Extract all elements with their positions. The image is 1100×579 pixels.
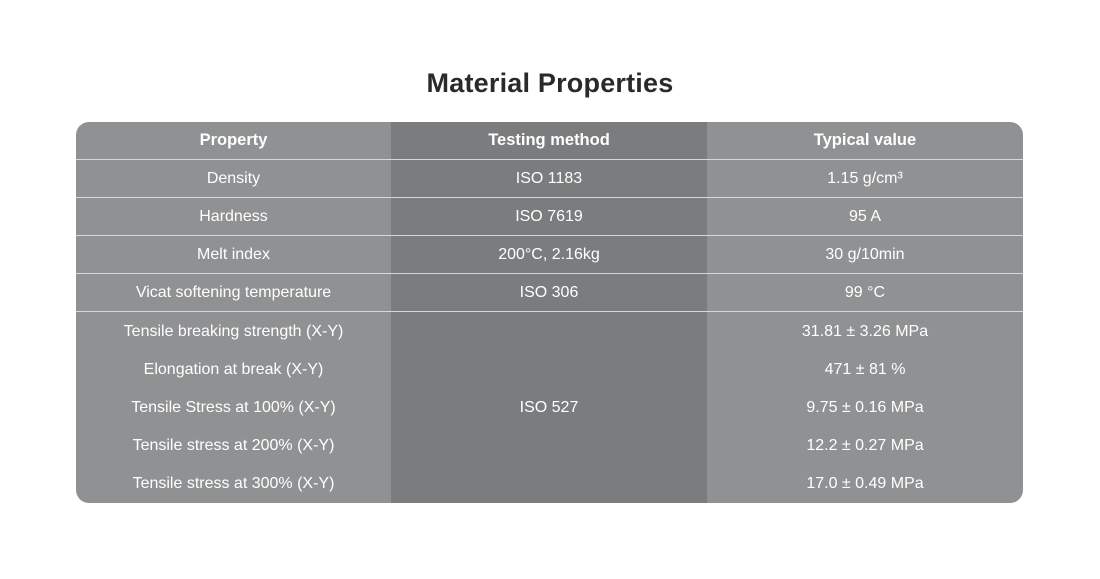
value-cell: 30 g/10min [825,245,905,263]
table-row: Tensile stress at 200% (X-Y) 12.2 ± 0.27… [76,427,1023,465]
value-cell: 95 A [848,207,882,225]
property-cell: Density [206,169,261,187]
value-cell: 9.75 ± 0.16 MPa [806,399,924,416]
header-typical-value: Typical value [813,131,917,149]
value-cell: 31.81 ± 3.26 MPa [801,323,929,340]
value-cell: 471 ± 81 % [824,361,906,378]
property-cell: Tensile breaking strength (X-Y) [123,323,344,340]
header-property: Property [199,131,268,149]
value-cell: 12.2 ± 0.27 MPa [806,437,924,454]
value-cell: 1.15 g/cm³ [827,169,903,187]
page-title: Material Properties [426,68,674,98]
property-cell: Tensile stress at 200% (X-Y) [132,437,335,454]
table-header-row: Property Testing method Typical value [76,122,1023,160]
table-row: Tensile breaking strength (X-Y) 31.81 ± … [76,313,1023,351]
method-cell: ISO 1183 [515,169,583,187]
table-row: Elongation at break (X-Y) 471 ± 81 % [76,351,1023,389]
property-cell: Hardness [199,207,268,225]
method-cell: ISO 7619 [515,207,583,225]
property-cell: Melt index [197,245,270,263]
property-cell: Elongation at break (X-Y) [143,361,324,378]
property-cell: Vicat softening temperature [135,283,332,301]
table-row: Density ISO 1183 1.15 g/cm³ [76,160,1023,198]
properties-table: Property Testing method Typical value De… [76,122,1023,503]
method-cell: ISO 306 [519,283,579,301]
method-cell: 200°C, 2.16kg [498,245,600,263]
table-row: Tensile Stress at 100% (X-Y) 9.75 ± 0.16… [76,389,1023,427]
merged-method-cell: ISO 527 [519,399,579,416]
testing-method-column-bg [391,122,707,503]
table-row: Hardness ISO 7619 95 A [76,198,1023,236]
value-cell: 99 °C [844,283,886,301]
table-row: Vicat softening temperature ISO 306 99 °… [76,274,1023,312]
property-cell: Tensile Stress at 100% (X-Y) [131,399,336,416]
property-cell: Tensile stress at 300% (X-Y) [132,475,335,492]
value-cell: 17.0 ± 0.49 MPa [806,475,924,492]
header-testing-method: Testing method [488,131,610,149]
table-row: Tensile stress at 300% (X-Y) 17.0 ± 0.49… [76,465,1023,503]
table-row: Melt index 200°C, 2.16kg 30 g/10min [76,236,1023,274]
